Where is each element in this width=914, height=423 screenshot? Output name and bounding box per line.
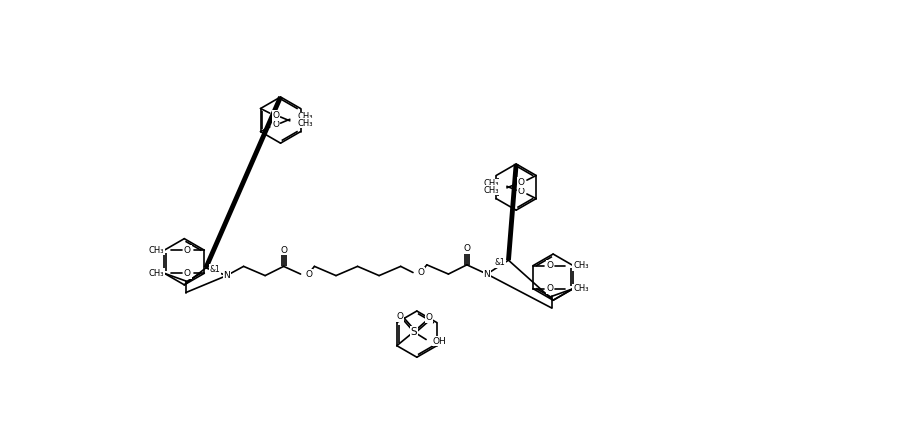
Text: O: O — [426, 313, 432, 322]
Text: O: O — [272, 111, 280, 120]
Text: O: O — [517, 187, 525, 196]
Text: O: O — [397, 312, 403, 321]
Text: OH: OH — [432, 337, 446, 346]
Text: O: O — [305, 269, 313, 279]
Text: O: O — [547, 284, 554, 293]
Text: CH₃: CH₃ — [484, 179, 499, 189]
Text: O: O — [547, 261, 554, 270]
Text: CH₃: CH₃ — [297, 113, 313, 121]
Text: O: O — [463, 244, 471, 253]
Text: &1: &1 — [494, 258, 505, 267]
Text: CH₃: CH₃ — [484, 186, 499, 195]
Text: O: O — [272, 120, 280, 129]
Text: &1: &1 — [209, 265, 220, 274]
Text: O: O — [184, 269, 191, 278]
Text: N: N — [223, 271, 230, 280]
Text: N: N — [484, 269, 490, 279]
Text: CH₃: CH₃ — [149, 269, 165, 278]
Text: O: O — [280, 246, 287, 255]
Text: S: S — [410, 327, 417, 337]
Text: CH₃: CH₃ — [297, 118, 313, 128]
Text: O: O — [517, 178, 525, 187]
Text: O: O — [418, 268, 425, 277]
Text: CH₃: CH₃ — [573, 261, 589, 270]
Text: O: O — [184, 246, 191, 255]
Text: CH₃: CH₃ — [149, 246, 165, 255]
Text: CH₃: CH₃ — [573, 284, 589, 293]
